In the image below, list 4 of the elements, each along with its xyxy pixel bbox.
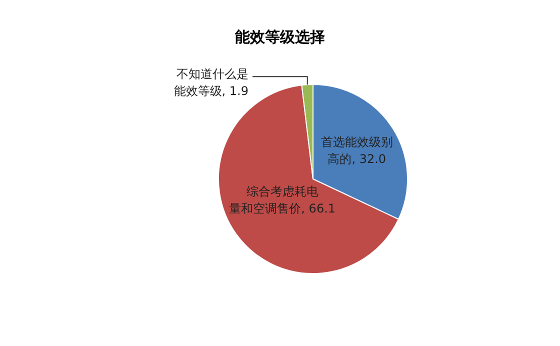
slice-label: 不知道什么是能效等级, 1.9: [174, 66, 248, 98]
slice-label: 综合考虑耗电量和空调售价, 66.1: [229, 184, 336, 216]
slice-label: 首选能效级别高的, 32.0: [320, 134, 393, 166]
chart-title: 能效等级选择: [234, 28, 326, 47]
